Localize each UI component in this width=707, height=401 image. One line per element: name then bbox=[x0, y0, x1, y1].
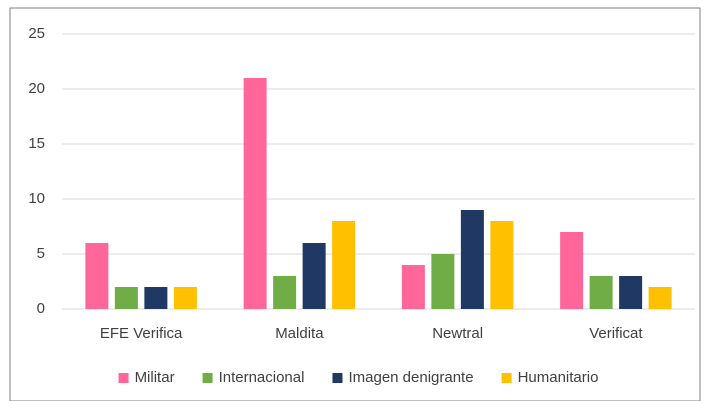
bar bbox=[589, 276, 613, 309]
bar bbox=[243, 78, 267, 309]
bar bbox=[648, 287, 672, 309]
y-tick-label: 15 bbox=[28, 135, 45, 152]
y-tick-label: 10 bbox=[28, 190, 45, 207]
chart-frame bbox=[9, 7, 701, 401]
legend-label: Militar bbox=[135, 369, 175, 386]
bar bbox=[144, 287, 168, 309]
bar bbox=[85, 243, 109, 309]
legend-swatch bbox=[202, 373, 213, 383]
bar bbox=[401, 265, 425, 309]
y-tick-label: 20 bbox=[28, 80, 45, 97]
y-tick-label: 25 bbox=[28, 25, 45, 42]
y-tick-label: 5 bbox=[37, 245, 45, 262]
legend-swatch bbox=[332, 373, 343, 383]
bar bbox=[173, 287, 197, 309]
legend-label: Imagen denigrante bbox=[348, 369, 473, 386]
legend-label: Humanitario bbox=[518, 369, 599, 386]
x-tick-label: Newtral bbox=[432, 325, 483, 342]
bar bbox=[114, 287, 138, 309]
bar bbox=[560, 232, 584, 309]
bar bbox=[273, 276, 297, 309]
y-tick-label: 0 bbox=[37, 300, 45, 317]
legend-label: Internacional bbox=[219, 369, 305, 386]
legend-swatch bbox=[501, 373, 512, 383]
bar bbox=[490, 221, 514, 309]
x-tick-label: Verificat bbox=[589, 325, 643, 342]
bar bbox=[619, 276, 643, 309]
bar bbox=[460, 210, 484, 309]
bar bbox=[431, 254, 455, 309]
x-tick-label: Maldita bbox=[275, 325, 324, 342]
x-tick-label: EFE Verifica bbox=[100, 325, 183, 342]
bar bbox=[332, 221, 356, 309]
legend-swatch bbox=[118, 373, 129, 383]
bar bbox=[302, 243, 326, 309]
